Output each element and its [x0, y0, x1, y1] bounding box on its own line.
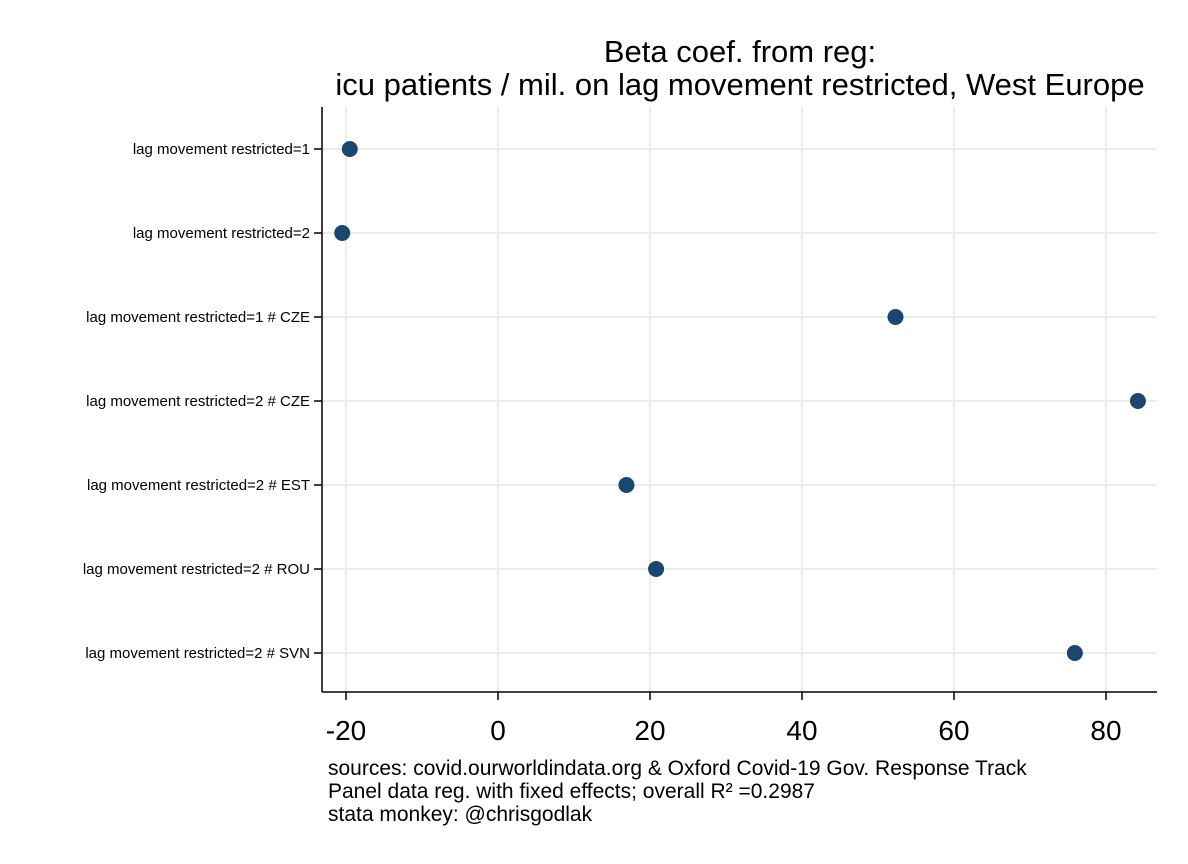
y-tick-label: lag movement restricted=2 # ROU — [83, 561, 310, 578]
x-tick-label: 60 — [938, 715, 969, 746]
y-tick-label: lag movement restricted=1 # CZE — [86, 309, 310, 326]
coefficient-point — [618, 477, 635, 493]
y-tick-label: lag movement restricted=2 # SVN — [85, 645, 310, 662]
chart-title: Beta coef. from reg: — [603, 34, 877, 69]
coefficient-point — [341, 141, 358, 157]
x-tick-label: 40 — [786, 715, 817, 746]
y-tick-label: lag movement restricted=2 # CZE — [86, 393, 310, 410]
chart-subtitle: icu patients / mil. on lag movement rest… — [335, 67, 1145, 102]
x-tick-label: -20 — [326, 715, 366, 746]
x-tick-label: 80 — [1090, 715, 1121, 746]
source-note: sources: covid.ourworldindata.org & Oxfo… — [328, 757, 1027, 780]
marker-layer — [334, 141, 1146, 661]
y-tick-label: lag movement restricted=2 # EST — [87, 477, 310, 494]
coefficient-point — [1129, 393, 1146, 409]
regression-note: Panel data reg. with fixed effects; over… — [328, 780, 815, 803]
x-tick-label: 0 — [490, 715, 506, 746]
grid-layer — [322, 107, 1157, 692]
coefficient-point — [887, 309, 904, 325]
coefficient-point — [1066, 645, 1083, 661]
y-tick-label: lag movement restricted=1 — [133, 141, 310, 158]
y-tick-label: lag movement restricted=2 — [133, 225, 310, 242]
axis-layer: -20 0 20 40 60 80 lag movement restricted=1 lag… — [83, 107, 1157, 746]
coefficient-point — [648, 561, 665, 577]
author-note: stata monkey: @chrisgodlak — [328, 803, 593, 826]
coefficient-point — [334, 225, 351, 241]
x-tick-label: 20 — [634, 715, 665, 746]
